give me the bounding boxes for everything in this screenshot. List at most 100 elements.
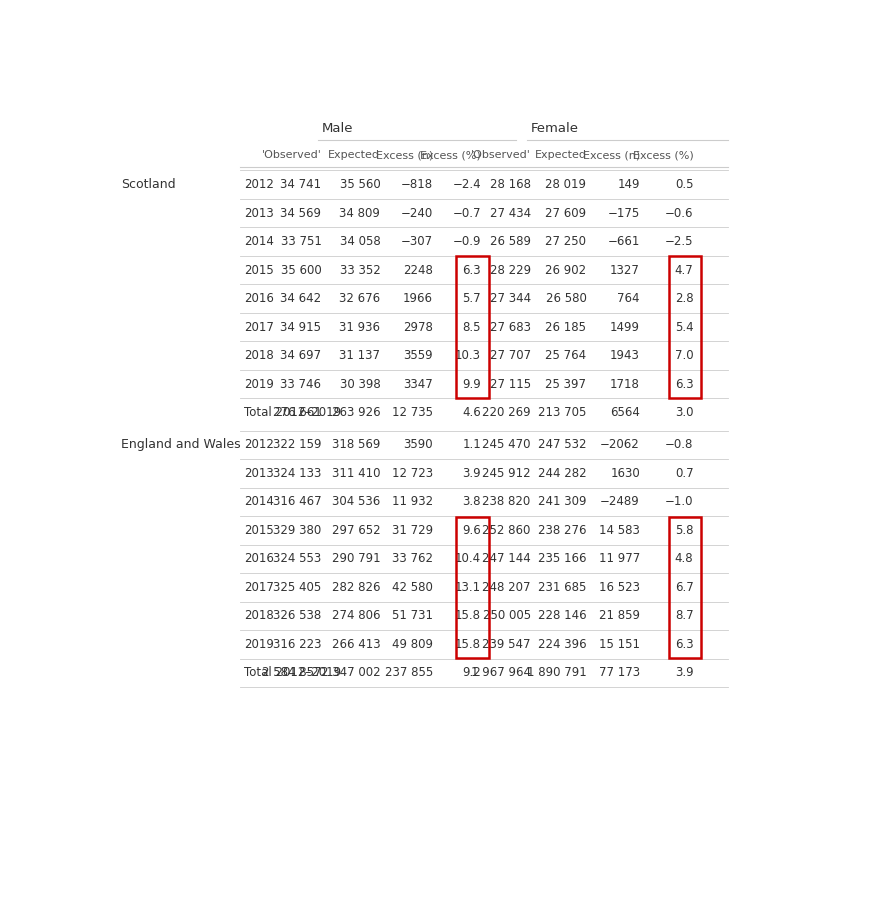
Text: 13.1: 13.1 (455, 581, 481, 593)
Text: 3.0: 3.0 (675, 406, 694, 419)
Text: 5.4: 5.4 (674, 320, 694, 333)
Text: 1966: 1966 (403, 292, 433, 305)
Text: 34 809: 34 809 (340, 206, 381, 220)
Text: 3.9: 3.9 (463, 467, 481, 480)
Text: 77 173: 77 173 (599, 666, 640, 679)
Text: 0.7: 0.7 (674, 467, 694, 480)
Text: 245 470: 245 470 (482, 438, 531, 451)
Text: 6.3: 6.3 (463, 264, 481, 277)
Text: 2019: 2019 (244, 638, 273, 651)
Text: Male: Male (321, 122, 353, 135)
Text: −2062: −2062 (600, 438, 640, 451)
Text: 245 912: 245 912 (482, 467, 531, 480)
Text: 11 932: 11 932 (392, 496, 433, 509)
Text: −2489: −2489 (600, 496, 640, 509)
Text: 325 405: 325 405 (273, 581, 321, 593)
Text: −818: −818 (401, 178, 433, 191)
Text: 311 410: 311 410 (332, 467, 381, 480)
Text: 'Observed': 'Observed' (262, 151, 321, 161)
Text: Excess (n): Excess (n) (376, 151, 433, 161)
Text: 15 151: 15 151 (599, 638, 640, 651)
Text: −2.4: −2.4 (452, 178, 481, 191)
Text: 0.5: 0.5 (675, 178, 694, 191)
Text: 42 580: 42 580 (392, 581, 433, 593)
Text: Excess (%): Excess (%) (633, 151, 694, 161)
Text: 8.5: 8.5 (463, 320, 481, 333)
Text: 274 806: 274 806 (332, 609, 381, 623)
Text: 149: 149 (618, 178, 640, 191)
Text: 1.1: 1.1 (462, 438, 481, 451)
Text: 276 661: 276 661 (273, 406, 321, 419)
Text: 6.3: 6.3 (674, 378, 694, 391)
Text: 247 144: 247 144 (482, 552, 531, 565)
Text: 252 860: 252 860 (482, 524, 531, 537)
Text: Total 2012–2019: Total 2012–2019 (244, 406, 341, 419)
Text: 35 600: 35 600 (281, 264, 321, 277)
Text: 14 583: 14 583 (599, 524, 640, 537)
Text: 25 764: 25 764 (545, 349, 587, 362)
Text: 16 523: 16 523 (599, 581, 640, 593)
Text: 2016: 2016 (244, 292, 273, 305)
Text: 34 642: 34 642 (281, 292, 321, 305)
Text: 33 762: 33 762 (392, 552, 433, 565)
Text: Female: Female (531, 122, 579, 135)
Text: 2017: 2017 (244, 581, 273, 593)
Text: Expected: Expected (535, 151, 587, 161)
Text: 220 269: 220 269 (482, 406, 531, 419)
Text: 263 926: 263 926 (332, 406, 381, 419)
Text: 2015: 2015 (244, 264, 273, 277)
Text: 3347: 3347 (404, 378, 433, 391)
Text: 2015: 2015 (244, 524, 273, 537)
Text: −0.8: −0.8 (665, 438, 694, 451)
Text: 12 735: 12 735 (392, 406, 433, 419)
Text: −307: −307 (401, 236, 433, 248)
Text: 27 344: 27 344 (489, 292, 531, 305)
Text: 316 467: 316 467 (273, 496, 321, 509)
Text: 9.6: 9.6 (462, 524, 481, 537)
Text: 241 309: 241 309 (538, 496, 587, 509)
Text: 34 569: 34 569 (281, 206, 321, 220)
Text: −0.9: −0.9 (452, 236, 481, 248)
Text: −661: −661 (608, 236, 640, 248)
Text: 21 859: 21 859 (599, 609, 640, 623)
Text: 2019: 2019 (244, 378, 273, 391)
Text: 228 146: 228 146 (538, 609, 587, 623)
Text: Scotland: Scotland (120, 178, 175, 191)
Text: 26 589: 26 589 (489, 236, 531, 248)
Text: 1327: 1327 (610, 264, 640, 277)
Text: 1718: 1718 (610, 378, 640, 391)
Text: 329 380: 329 380 (273, 524, 321, 537)
Text: 2016: 2016 (244, 552, 273, 565)
Text: 247 532: 247 532 (538, 438, 587, 451)
Text: 12 723: 12 723 (392, 467, 433, 480)
Text: 26 185: 26 185 (545, 320, 587, 333)
Text: 2014: 2014 (244, 496, 273, 509)
Text: 49 809: 49 809 (392, 638, 433, 651)
Text: 10.4: 10.4 (455, 552, 481, 565)
Text: 238 820: 238 820 (482, 496, 531, 509)
Text: 297 652: 297 652 (332, 524, 381, 537)
Text: 235 166: 235 166 (538, 552, 587, 565)
Text: 9.9: 9.9 (462, 378, 481, 391)
Text: 2013: 2013 (244, 467, 273, 480)
Text: 6.3: 6.3 (674, 638, 694, 651)
Text: 324 133: 324 133 (273, 467, 321, 480)
Text: 239 547: 239 547 (482, 638, 531, 651)
Text: 27 609: 27 609 (545, 206, 587, 220)
Text: −2.5: −2.5 (665, 236, 694, 248)
Text: 9.2: 9.2 (462, 666, 481, 679)
Text: 33 746: 33 746 (281, 378, 321, 391)
Text: 2018: 2018 (244, 349, 273, 362)
Text: 51 731: 51 731 (392, 609, 433, 623)
Text: 1 890 791: 1 890 791 (527, 666, 587, 679)
Text: 324 553: 324 553 (273, 552, 321, 565)
Text: 2978: 2978 (404, 320, 433, 333)
Text: 'Observed': 'Observed' (471, 151, 531, 161)
Text: 6.7: 6.7 (674, 581, 694, 593)
Text: 4.6: 4.6 (462, 406, 481, 419)
Text: 2013: 2013 (244, 206, 273, 220)
Text: −175: −175 (608, 206, 640, 220)
Text: 2 584 857: 2 584 857 (262, 666, 321, 679)
Text: 27 250: 27 250 (545, 236, 587, 248)
Text: 34 697: 34 697 (281, 349, 321, 362)
